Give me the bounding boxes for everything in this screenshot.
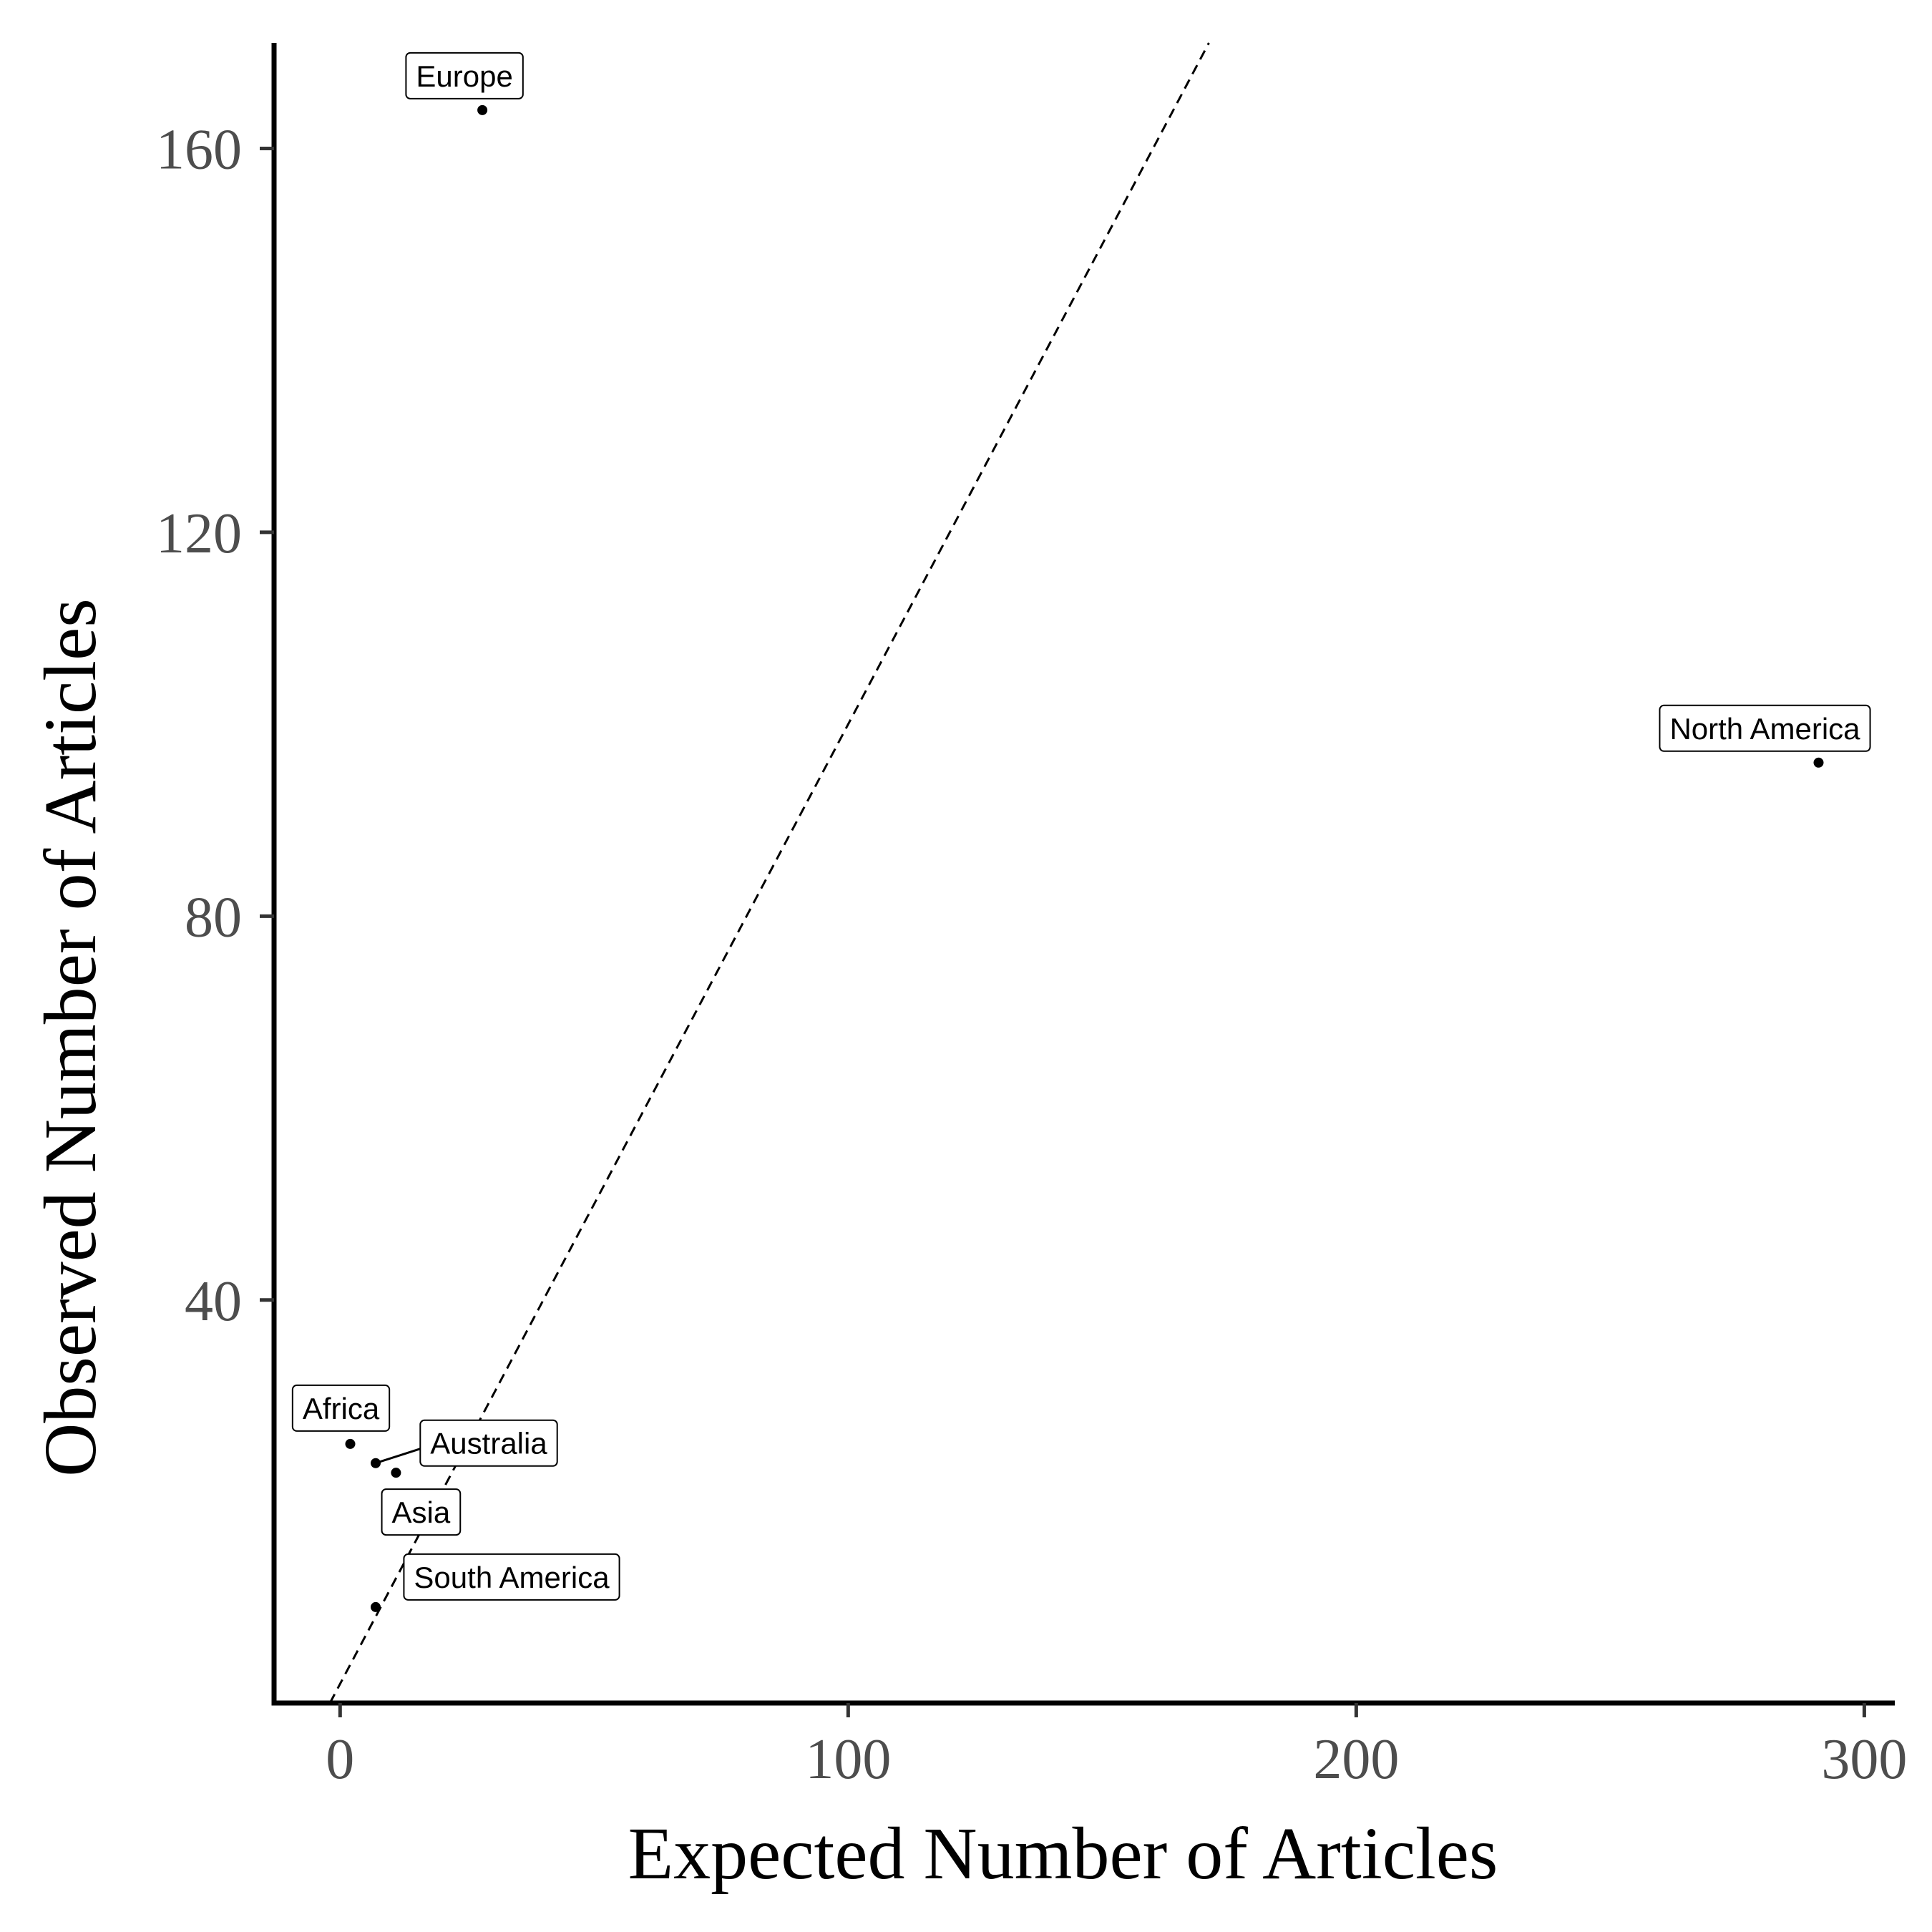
- points-layer: [345, 104, 1824, 1612]
- x-tick-label: 100: [805, 1728, 891, 1791]
- label-box-asia: [381, 1488, 462, 1536]
- label-box-north-america: [1659, 704, 1871, 752]
- label-text-africa: Africa: [303, 1392, 380, 1425]
- label-text-south-america: South America: [414, 1561, 610, 1594]
- label-asia: Asia: [381, 1488, 462, 1536]
- label-europe: Europe: [405, 52, 524, 99]
- x-axis-title: Expected Number of Articles: [628, 1813, 1498, 1895]
- label-text-asia: Asia: [392, 1496, 451, 1529]
- y-tick-label: 40: [185, 1270, 242, 1333]
- point-labels-layer: Europe North America Africa Australia Asia So…: [291, 52, 1871, 1601]
- label-text-australia: Australia: [430, 1427, 547, 1460]
- y-tick-label: 160: [156, 119, 242, 182]
- label-box-europe: [405, 52, 524, 99]
- y-axis-title: Observed Number of Articles: [29, 598, 112, 1476]
- label-text-europe: Europe: [416, 59, 512, 93]
- axes-layer: [271, 43, 1895, 1706]
- leader-line-layer: [375, 1448, 421, 1465]
- point-south-america: [371, 1601, 381, 1612]
- label-box-australia: [419, 1419, 558, 1467]
- point-asia: [391, 1468, 401, 1478]
- point-europe: [477, 104, 488, 115]
- label-box-africa: [291, 1384, 391, 1432]
- x-tick-label: 200: [1313, 1728, 1399, 1791]
- label-north-america: North America: [1659, 704, 1871, 752]
- point-australia: [371, 1458, 381, 1468]
- point-africa: [345, 1438, 356, 1449]
- x-tick-label: 0: [326, 1728, 354, 1791]
- point-north-america: [1813, 757, 1824, 768]
- y-tick-label: 120: [156, 502, 242, 565]
- x-tick-label: 300: [1821, 1728, 1907, 1791]
- ticks-layer: 0 100 200 300 40 80 120 160: [156, 119, 1907, 1791]
- label-text-north-america: North America: [1669, 712, 1860, 746]
- label-box-south-america: [403, 1553, 620, 1601]
- label-australia: Australia: [419, 1419, 558, 1467]
- leader-australia: [375, 1448, 421, 1465]
- label-south-america: South America: [403, 1553, 620, 1601]
- y-tick-label: 80: [185, 886, 242, 949]
- label-africa: Africa: [291, 1384, 391, 1432]
